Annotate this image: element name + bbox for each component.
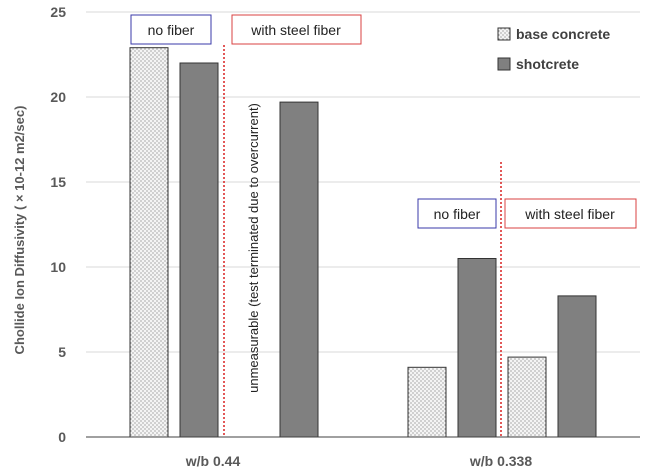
y-tick-label: 25 [50,4,66,20]
bar-base-concrete [129,47,169,438]
y-axis-ticks: 0 5 10 15 20 25 [50,4,66,445]
y-tick-label: 5 [58,344,66,360]
bar-shotcrete [557,295,597,438]
category-label: w/b 0.44 [185,453,241,469]
y-tick-label: 0 [58,429,66,445]
bars [129,47,597,438]
legend-label-shotcrete: shotcrete [516,56,579,72]
legend: base concrete shotcrete [497,26,610,72]
annotation-text: no fiber [148,22,195,38]
bar-base-concrete [507,356,547,438]
bar-shotcrete [279,101,319,438]
annotation-no-fiber-044: no fiber [130,14,212,45]
gridlines [86,11,640,353]
category-label: w/b 0.338 [469,453,532,469]
annotation-no-fiber-0338: no fiber [417,198,497,229]
y-tick-label: 10 [50,259,66,275]
category-labels: w/b 0.44 w/b 0.338 [185,453,533,469]
legend-swatch-shotcrete [497,57,511,71]
bar-shotcrete [457,258,497,438]
y-tick-label: 15 [50,174,66,190]
annotation-steel-fiber-0338: with steel fiber [504,198,637,229]
legend-label-base-concrete: base concrete [516,26,610,42]
y-tick-label: 20 [50,89,66,105]
annotation-text: with steel fiber [250,22,341,38]
bar-shotcrete [179,62,219,438]
y-axis-title: Chollide Ion Diffusivity ( × 10-12 m2/se… [12,106,27,355]
legend-swatch-base-concrete [497,27,511,41]
annotation-steel-fiber-044: with steel fiber [231,14,362,45]
annotation-text: with steel fiber [524,206,615,222]
annotation-text: no fiber [434,206,481,222]
bar-base-concrete [407,366,447,438]
unmeasurable-note: unmeasurable (test terminated due to ove… [246,103,261,393]
